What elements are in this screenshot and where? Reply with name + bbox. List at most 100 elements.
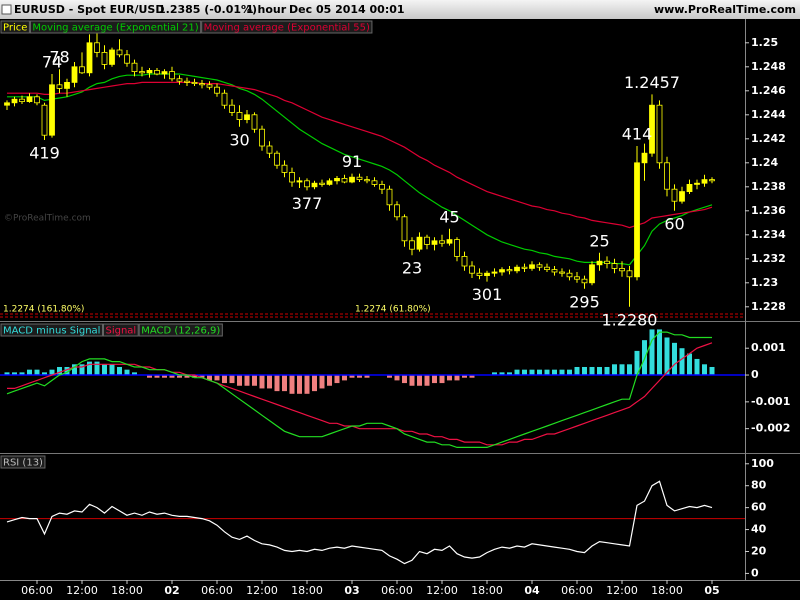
candle-body (334, 177, 340, 182)
candle-body (656, 104, 663, 164)
histogram-bar (154, 375, 160, 378)
y-tick-label: 1.248 (751, 60, 786, 73)
candle-body (416, 236, 423, 250)
candle-body (304, 180, 310, 188)
candle-body (574, 276, 580, 280)
candle-body (71, 66, 78, 83)
histogram-bar (537, 369, 542, 376)
candle-body (356, 176, 363, 180)
price-annotation: 1.2280 (602, 310, 658, 329)
x-tick-label: 12:00 (606, 584, 638, 597)
candle-body (169, 71, 175, 80)
y-tick-label: 0 (751, 566, 759, 579)
x-tick-label: 12:00 (426, 584, 458, 597)
candle-body (664, 162, 670, 190)
histogram-bar (552, 369, 557, 376)
histogram-bar (439, 375, 445, 384)
series-line (7, 342, 713, 446)
candle-body (694, 182, 700, 185)
histogram-bar (499, 372, 505, 376)
candle-body (679, 191, 685, 202)
histogram-bar (679, 348, 685, 376)
histogram-bar (589, 366, 595, 376)
histogram-bar (334, 375, 340, 384)
candle-body (161, 71, 168, 75)
header-title: EURUSD - Spot EUR/USD (14, 3, 165, 16)
x-tick-label: 18:00 (291, 584, 323, 597)
header-site[interactable]: www.ProRealTime.com (654, 3, 796, 16)
x-tick-label: 05 (704, 584, 719, 597)
histogram-bar (237, 375, 242, 386)
histogram-bar (432, 375, 437, 384)
candle-body (326, 180, 333, 185)
histogram-bar (199, 375, 205, 378)
histogram-bar (514, 369, 520, 376)
candle-body (19, 98, 25, 102)
histogram-bar (177, 375, 182, 378)
histogram-bar (87, 361, 92, 376)
candle-body (409, 240, 415, 250)
histogram-bar (394, 375, 400, 381)
histogram-bar (424, 375, 430, 386)
legend-box (29, 20, 202, 34)
histogram-bar (64, 366, 70, 376)
y-tick-label: 1.25 (751, 36, 778, 49)
header-icon (1, 4, 12, 15)
price-annotation: 301 (472, 285, 503, 304)
x-tick-label: 03 (344, 584, 359, 597)
candle-body (649, 104, 655, 154)
histogram-bar (694, 358, 700, 376)
legend-label: Moving average (Exponential 21) (32, 23, 198, 34)
x-tick-label: 06:00 (561, 584, 593, 597)
price-annotation: 74 (42, 53, 62, 72)
histogram-bar (687, 353, 692, 376)
candle-body (686, 183, 693, 192)
header-date: Dec 05 2014 00:01 (289, 3, 405, 16)
legend-box (102, 323, 139, 337)
candle-body (491, 271, 498, 274)
histogram-bar (222, 375, 227, 384)
candle-body (424, 236, 430, 245)
y-tick-label: 0 (751, 368, 759, 381)
candle-body (319, 182, 325, 185)
candle-body (401, 216, 408, 242)
histogram-bar (319, 375, 325, 389)
candle-body (124, 54, 130, 64)
candle-body (109, 49, 115, 65)
histogram-bar (79, 364, 85, 376)
histogram-bar (4, 372, 10, 376)
candle-body (484, 272, 490, 277)
histogram-bar (597, 366, 602, 376)
candle-body (94, 42, 100, 53)
histogram-bar (702, 364, 707, 376)
histogram-bar (42, 372, 47, 376)
candle-body (146, 70, 153, 74)
histogram-bar (619, 364, 625, 376)
candle-body (371, 180, 378, 185)
y-tick-label: 1.24 (751, 156, 778, 169)
candle-body (604, 260, 610, 265)
candle-body (49, 84, 55, 136)
candle-body (4, 102, 10, 106)
y-tick-label: 1.234 (751, 228, 786, 241)
legend-label: Moving average (Exponential 55) (204, 23, 370, 34)
candle-body (206, 84, 213, 88)
candle-body (529, 264, 535, 269)
histogram-bar (462, 375, 467, 378)
candle-body (154, 70, 160, 75)
histogram-bar (117, 366, 122, 376)
histogram-bar (357, 375, 362, 378)
y-tick-label: 60 (751, 501, 767, 514)
candle-body (596, 260, 603, 266)
histogram-bar (267, 375, 272, 389)
histogram-bar (72, 364, 77, 376)
candle-body (101, 52, 108, 65)
candle-body (671, 188, 678, 202)
candle-body (41, 104, 48, 136)
price-annotation: 1.2457 (624, 73, 680, 92)
candle-body (611, 263, 618, 269)
histogram-bar (19, 372, 25, 376)
y-tick-label: 1.242 (751, 132, 786, 145)
candle-body (589, 264, 595, 284)
